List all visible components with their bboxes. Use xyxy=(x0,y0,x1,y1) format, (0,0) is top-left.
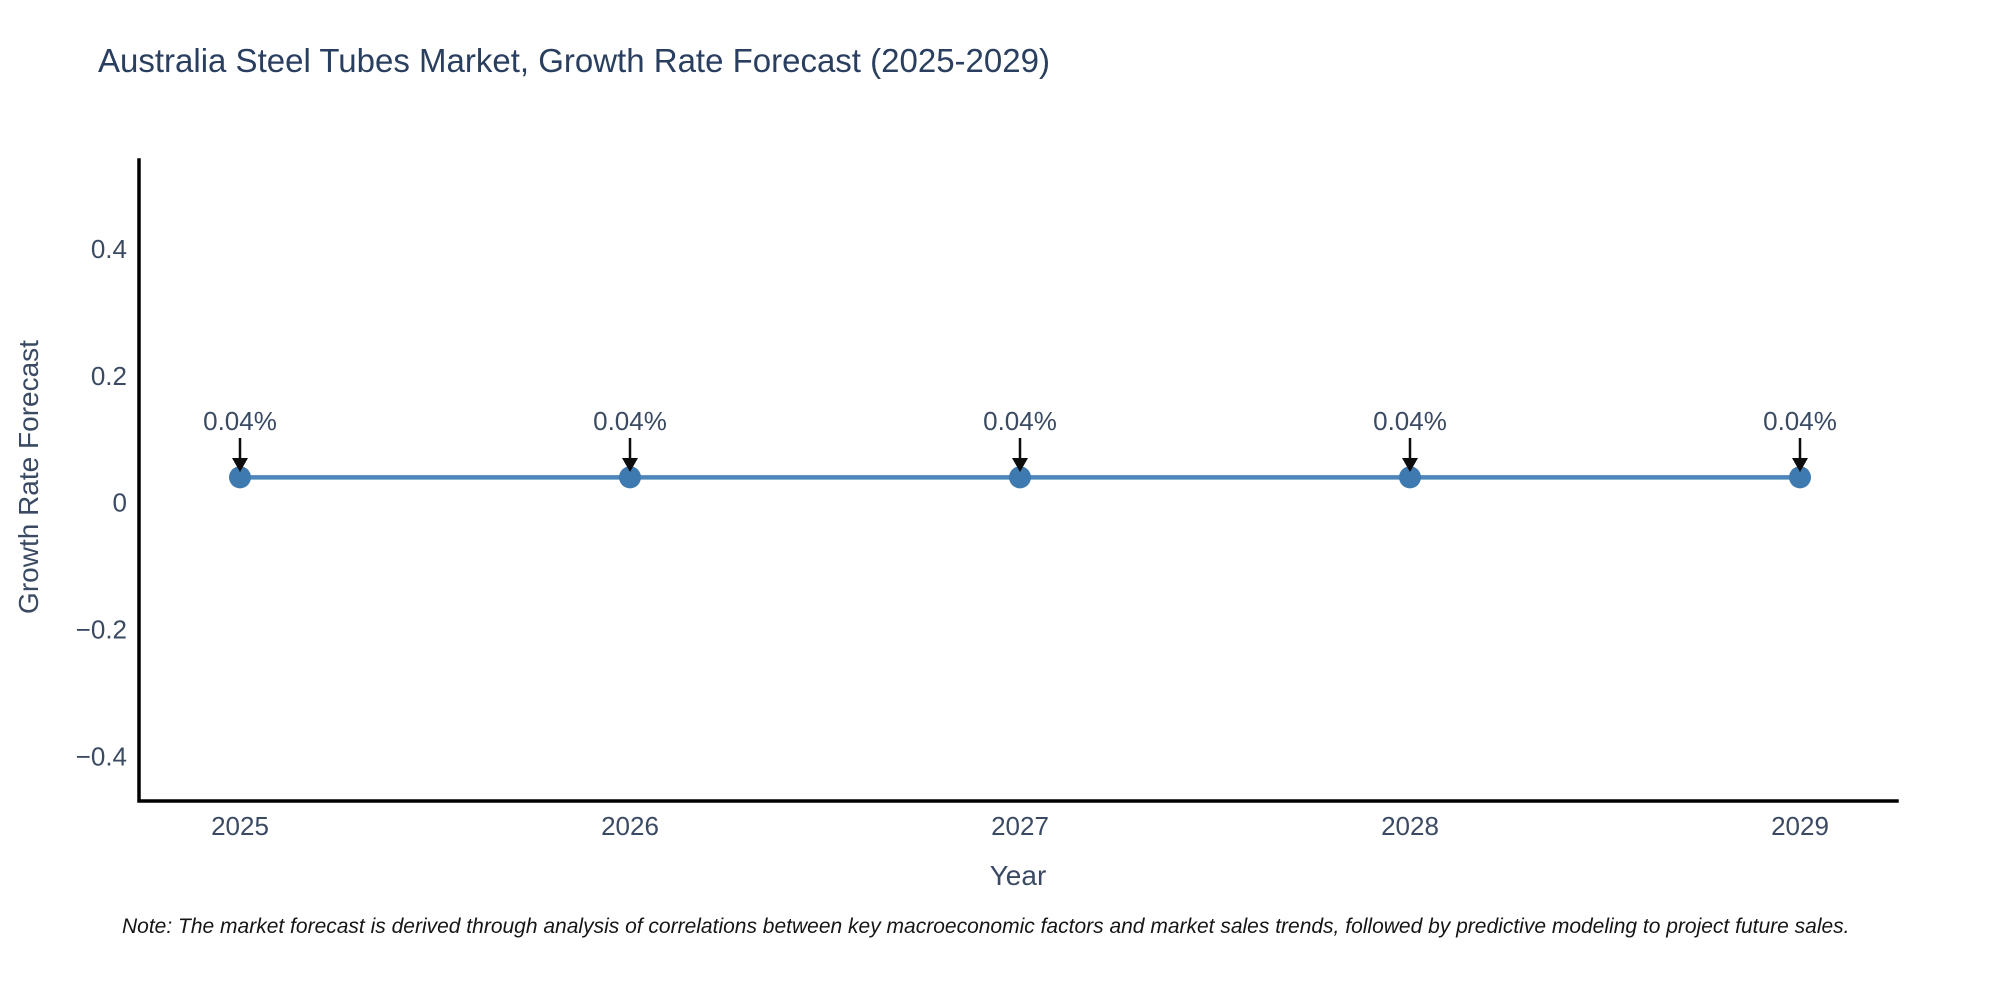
annotation-arrow-head xyxy=(1012,458,1028,472)
footnote: Note: The market forecast is derived thr… xyxy=(122,915,1850,938)
x-axis-tick-label: 2028 xyxy=(1381,811,1439,841)
annotation-label: 0.04% xyxy=(1373,406,1447,436)
annotation-label: 0.04% xyxy=(1763,406,1837,436)
annotation-arrow-head xyxy=(1792,458,1808,472)
x-axis-tick-label: 2026 xyxy=(601,811,659,841)
chart-title: Australia Steel Tubes Market, Growth Rat… xyxy=(98,42,1050,79)
y-axis-tick-label: 0 xyxy=(113,488,127,518)
x-axis-tick-label: 2029 xyxy=(1771,811,1829,841)
y-axis-tick-label: 0.4 xyxy=(91,234,127,264)
x-axis-tick-label: 2027 xyxy=(991,811,1049,841)
axis-spines xyxy=(137,158,1899,803)
data-point-marker xyxy=(619,466,641,489)
x-axis-tick-label: 2025 xyxy=(211,811,269,841)
annotation-arrow-head xyxy=(622,458,638,472)
annotation-arrow-head xyxy=(232,458,248,472)
data-point-marker xyxy=(229,466,251,489)
annotation-label: 0.04% xyxy=(203,406,277,436)
data-point-marker xyxy=(1009,466,1031,489)
annotation-arrow-head xyxy=(1402,458,1418,472)
y-axis-tick-label: −0.2 xyxy=(76,615,127,645)
data-point-marker xyxy=(1789,466,1811,489)
y-axis-tick-label: 0.2 xyxy=(91,361,127,391)
x-axis-title: Year xyxy=(990,860,1047,891)
data-point-marker xyxy=(1399,466,1421,489)
annotation-label: 0.04% xyxy=(983,406,1057,436)
annotation-label: 0.04% xyxy=(593,406,667,436)
y-axis-title: Growth Rate Forecast xyxy=(13,340,44,614)
y-axis-tick-label: −0.4 xyxy=(76,742,127,772)
